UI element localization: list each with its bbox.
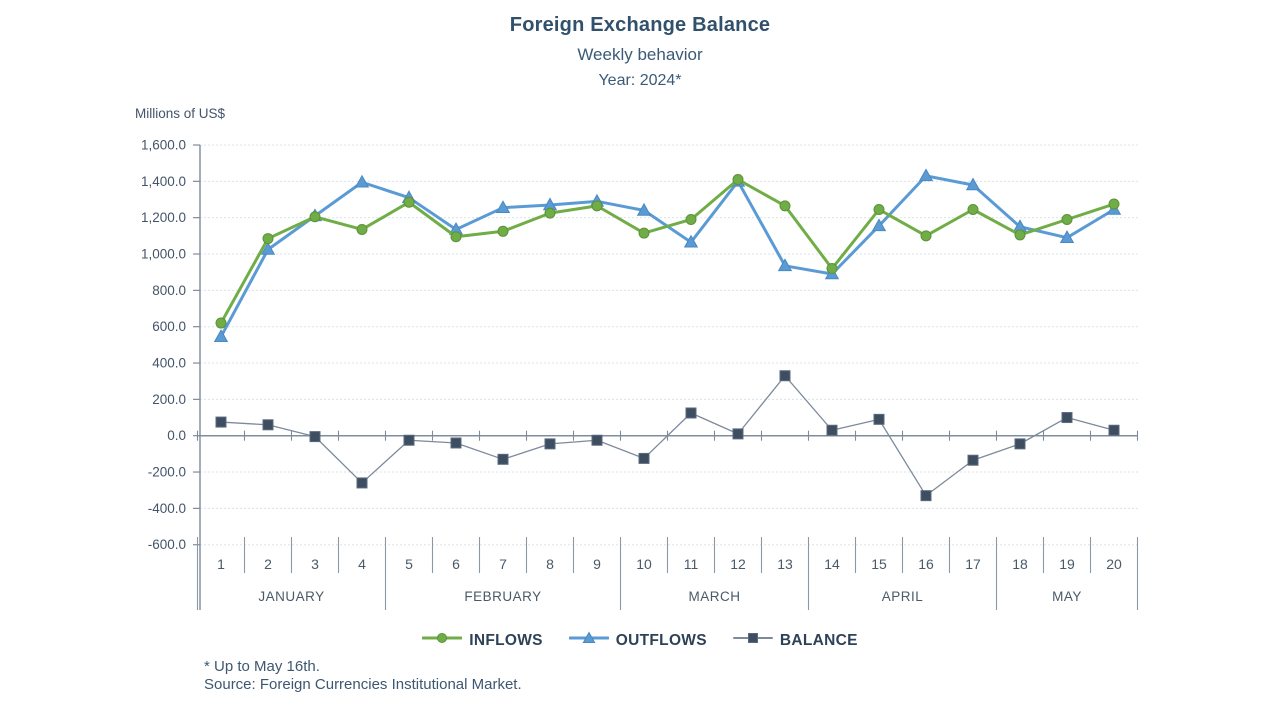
- svg-text:1: 1: [217, 556, 225, 572]
- svg-text:-400.0: -400.0: [148, 501, 186, 516]
- chart-year-subtitle: Year: 2024*: [598, 72, 682, 89]
- y-axis-tick-labels: 1,600.0 1,400.0 1,200.0 1,000.0 800.0 600.0 40…: [141, 138, 186, 553]
- week-number-labels: 1 2 3 4 5 6 7 8 9 10 11 12 13 14 15 16 17 18 19 20: [217, 556, 1122, 572]
- x-axis-separators: [196, 537, 1139, 610]
- svg-text:9: 9: [593, 556, 601, 572]
- svg-text:11: 11: [684, 556, 699, 572]
- svg-text:19: 19: [1059, 556, 1075, 572]
- outflows-line-triangle-icon: [568, 631, 610, 650]
- svg-text:3: 3: [311, 556, 319, 572]
- month-labels: JANUARY FEBRUARY MARCH APRIL MAY: [258, 589, 1082, 604]
- svg-text:MARCH: MARCH: [689, 589, 741, 604]
- svg-text:0.0: 0.0: [167, 428, 186, 443]
- legend-item-outflows: OUTFLOWS: [568, 631, 707, 650]
- svg-text:4: 4: [358, 556, 366, 572]
- outflows-series: [213, 168, 1122, 342]
- svg-text:6: 6: [452, 556, 460, 572]
- svg-text:JANUARY: JANUARY: [258, 589, 324, 604]
- svg-text:200.0: 200.0: [152, 392, 186, 407]
- svg-text:2: 2: [264, 556, 272, 572]
- footnotes: * Up to May 16th. Source: Foreign Curren…: [204, 658, 522, 694]
- svg-text:20: 20: [1106, 556, 1122, 572]
- legend-label-balance: BALANCE: [779, 631, 858, 649]
- svg-text:1,400.0: 1,400.0: [141, 174, 186, 189]
- balance-line-square-icon: [732, 631, 773, 650]
- svg-text:FEBRUARY: FEBRUARY: [464, 589, 541, 604]
- chart-subtitle: Weekly behavior: [577, 45, 703, 64]
- svg-text:1,000.0: 1,000.0: [141, 247, 186, 262]
- chart-title: Foreign Exchange Balance: [509, 14, 771, 36]
- svg-text:1,200.0: 1,200.0: [141, 210, 186, 225]
- svg-text:800.0: 800.0: [152, 283, 186, 298]
- balance-series: [215, 370, 1120, 502]
- footnote-source: Source: Foreign Currencies Institutional…: [204, 676, 522, 693]
- svg-text:-200.0: -200.0: [148, 465, 186, 480]
- y-axis-unit-label: Millions of US$: [135, 106, 226, 121]
- svg-text:400.0: 400.0: [152, 356, 186, 371]
- svg-text:600.0: 600.0: [152, 319, 186, 334]
- svg-text:APRIL: APRIL: [882, 589, 924, 604]
- chart-legend: INFLOWS OUTFLOWS BALANCE: [0, 631, 1280, 650]
- inflows-series: [215, 174, 1120, 329]
- legend-label-outflows: OUTFLOWS: [615, 631, 707, 649]
- svg-text:-600.0: -600.0: [148, 537, 186, 552]
- chart-header: Foreign Exchange Balance Weekly behavior…: [0, 14, 1280, 90]
- svg-text:8: 8: [546, 556, 554, 572]
- svg-text:14: 14: [824, 556, 840, 572]
- svg-text:18: 18: [1012, 556, 1028, 572]
- svg-text:13: 13: [777, 556, 793, 572]
- svg-text:12: 12: [730, 556, 746, 572]
- svg-text:7: 7: [499, 556, 507, 572]
- svg-text:15: 15: [871, 556, 887, 572]
- svg-text:MAY: MAY: [1052, 589, 1082, 604]
- legend-label-inflows: INFLOWS: [469, 631, 543, 649]
- y-gridlines: [193, 144, 1138, 546]
- svg-text:5: 5: [405, 556, 413, 572]
- svg-text:10: 10: [636, 556, 652, 572]
- inflows-line-circle-icon: [421, 631, 463, 650]
- legend-item-inflows: INFLOWS: [421, 631, 543, 650]
- svg-text:17: 17: [965, 556, 981, 572]
- svg-text:16: 16: [918, 556, 934, 572]
- footnote-asterisk: * Up to May 16th.: [204, 658, 320, 675]
- svg-text:1,600.0: 1,600.0: [141, 138, 186, 153]
- legend-item-balance: BALANCE: [732, 631, 858, 650]
